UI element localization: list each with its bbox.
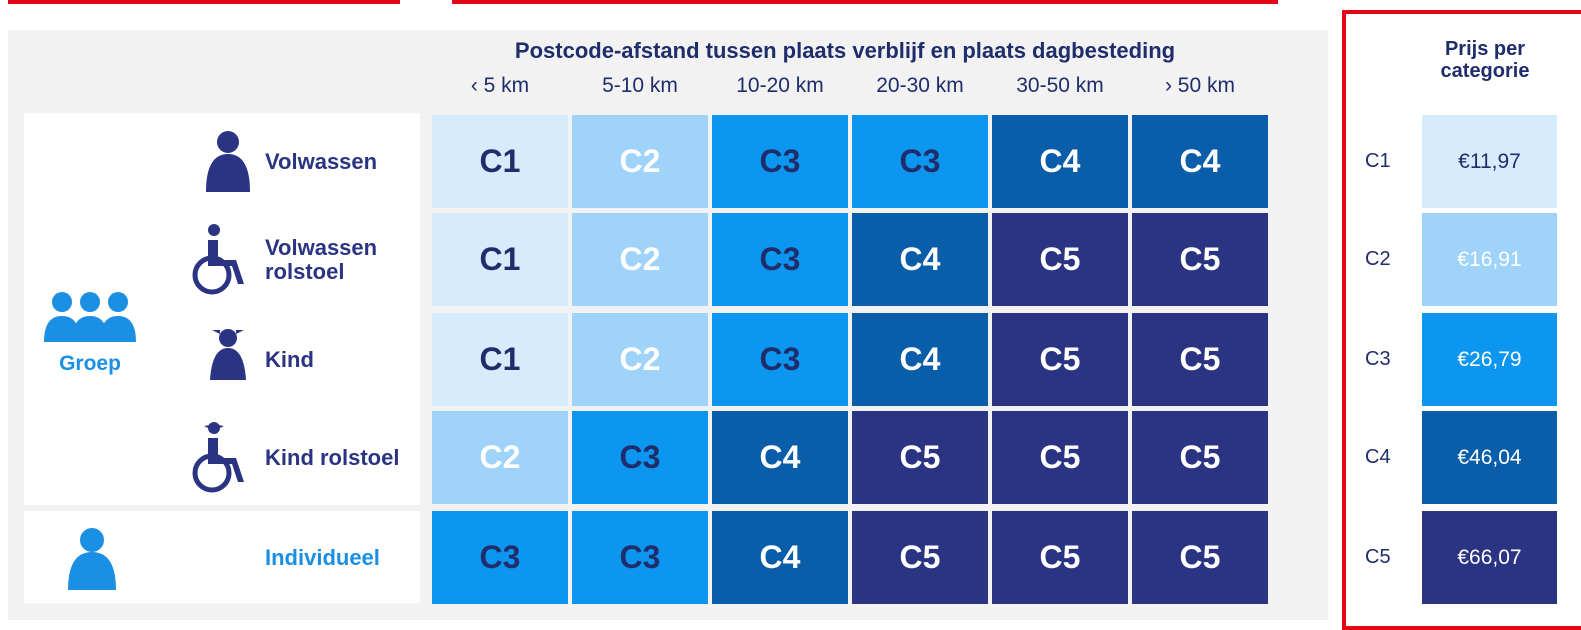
icons	[44, 131, 250, 590]
category-cell: C5	[1132, 313, 1268, 406]
category-cell: C2	[572, 313, 708, 406]
category-cell: C5	[852, 511, 988, 604]
column-label: › 50 km	[1164, 74, 1235, 97]
category-cell: C5	[992, 511, 1128, 604]
category-cell: C5	[992, 313, 1128, 406]
category-cell: C3	[712, 213, 848, 306]
category-cell: C1	[432, 313, 568, 406]
price-cell: €16,91	[1422, 213, 1557, 306]
title: Postcode-afstand tussen plaats verblijf …	[514, 38, 1176, 63]
price-category: C5	[1365, 545, 1391, 568]
category-cell: C1	[432, 213, 568, 306]
price-category: C4	[1365, 445, 1391, 468]
category-cell: C3	[712, 115, 848, 208]
category-cell: C5	[992, 213, 1128, 306]
column-label: 5-10 km	[602, 74, 678, 97]
column-label: 10-20 km	[736, 74, 824, 97]
group-label: Groep	[59, 352, 121, 375]
category-cell: C5	[852, 411, 988, 504]
category-cell: C4	[992, 115, 1128, 208]
category-cell: C4	[712, 411, 848, 504]
category-cell: C3	[572, 511, 708, 604]
category-cell: C3	[432, 511, 568, 604]
category-cell: C2	[572, 213, 708, 306]
row-label: Volwassen	[265, 148, 378, 174]
category-cell: C4	[852, 213, 988, 306]
column-label: 20-30 km	[876, 74, 964, 97]
category-cell: C5	[1132, 213, 1268, 306]
price-category: C1	[1365, 149, 1391, 172]
price-cell: €11,97	[1422, 115, 1557, 208]
price-title: Prijs per categorie	[1440, 38, 1530, 82]
category-cell: C2	[572, 115, 708, 208]
category-cell: C4	[852, 313, 988, 406]
category-cell: C1	[432, 115, 568, 208]
category-cell: C2	[432, 411, 568, 504]
individual-icon	[68, 528, 116, 590]
category-cell: C5	[992, 411, 1128, 504]
red-rule	[452, 0, 1278, 4]
column-label: 30-50 km	[1016, 74, 1104, 97]
category-cell: C4	[712, 511, 848, 604]
price-category: C2	[1365, 247, 1391, 270]
category-cell: C3	[712, 313, 848, 406]
category-cell: C3	[852, 115, 988, 208]
row-label: Individueel	[265, 544, 380, 570]
row-label: Volwassen rolstoel	[265, 234, 378, 284]
price-cell: €46,04	[1422, 411, 1557, 504]
row-label: Kind	[265, 346, 314, 372]
price-category: C3	[1365, 347, 1391, 370]
row-label: Kind rolstoel	[265, 444, 400, 470]
red-rule	[8, 0, 400, 4]
category-cell: C5	[1132, 511, 1268, 604]
category-cell: C4	[1132, 115, 1268, 208]
category-cell: C5	[1132, 411, 1268, 504]
category-cell: C3	[572, 411, 708, 504]
column-label: ‹ 5 km	[470, 74, 530, 97]
price-cell: €66,07	[1422, 511, 1557, 604]
price-cell: €26,79	[1422, 313, 1557, 406]
group-icon	[44, 292, 136, 342]
person-icons	[192, 131, 250, 493]
